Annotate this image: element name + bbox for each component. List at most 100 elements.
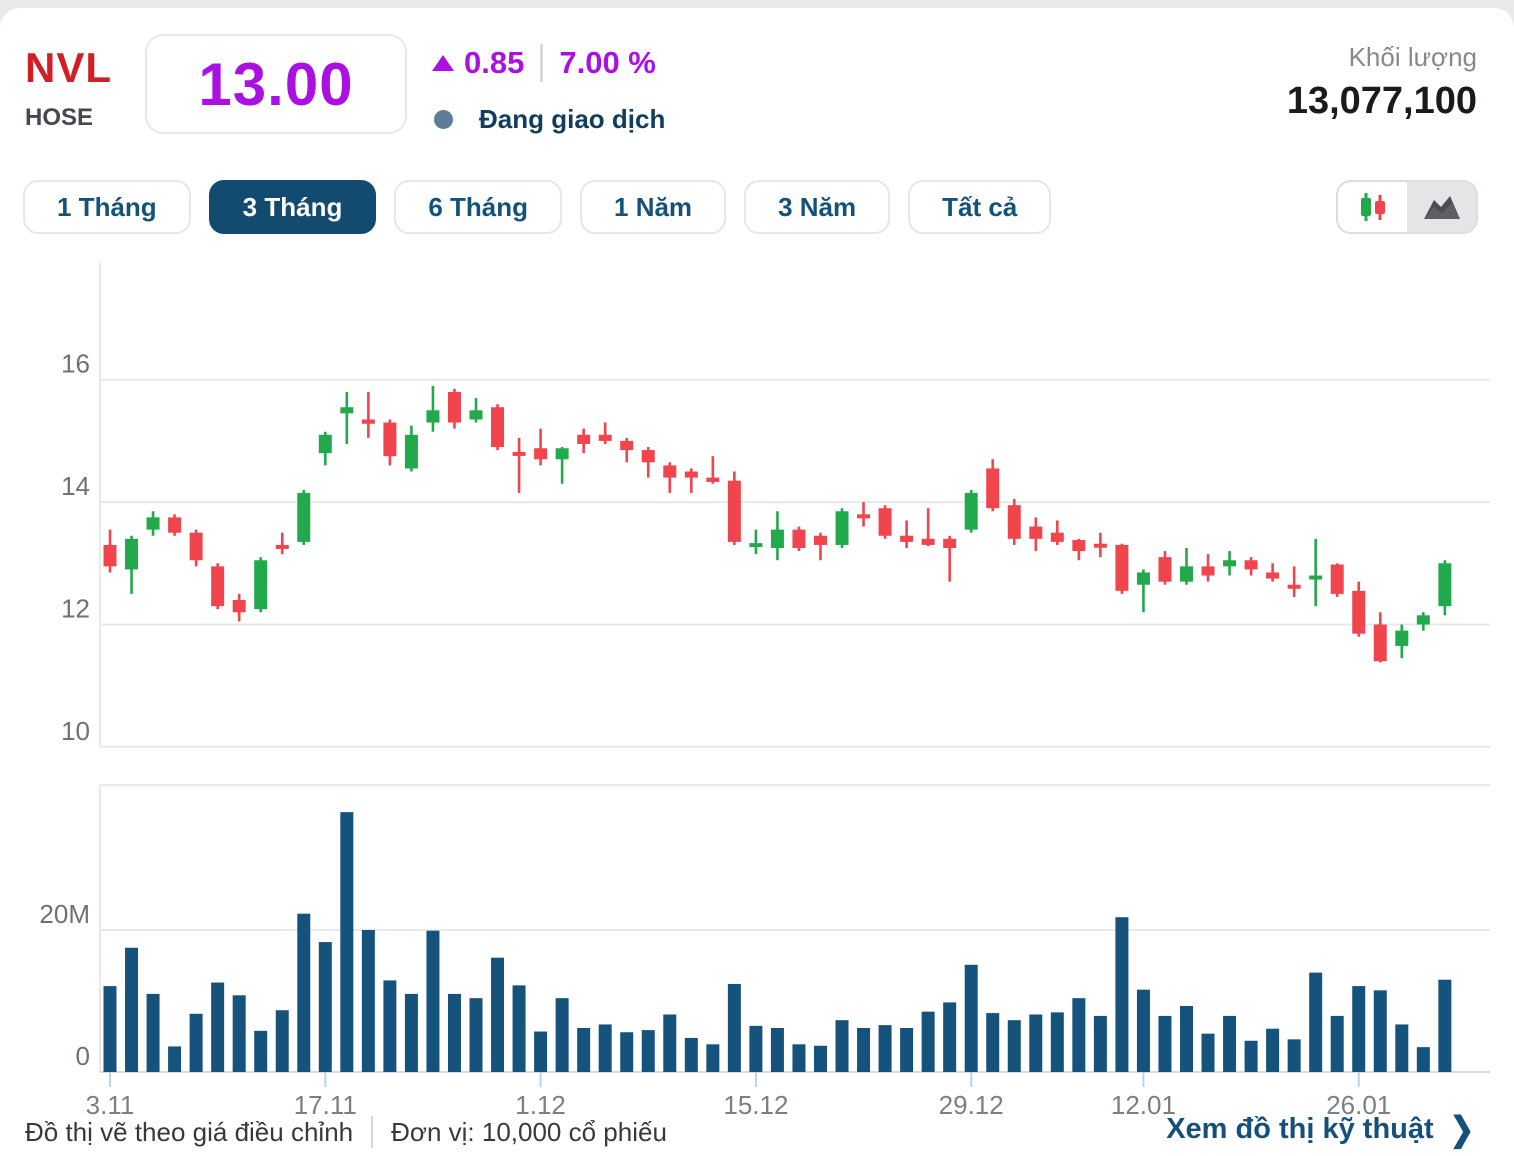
candle <box>1266 572 1280 579</box>
volume-bar <box>189 1013 203 1072</box>
volume-bar <box>1416 1047 1430 1072</box>
candle <box>1072 540 1086 552</box>
candle <box>1395 630 1409 646</box>
candle <box>1158 557 1172 582</box>
adjusted-price-note: Đồ thị vẽ theo giá điều chỉnh <box>25 1116 354 1147</box>
candle <box>146 517 160 530</box>
volume-bar <box>512 985 526 1072</box>
candle <box>168 517 182 533</box>
range-tabs: 1 Tháng 3 Tháng 6 Tháng 1 Năm 3 Năm Tất … <box>23 180 1052 234</box>
volume-bar <box>727 983 741 1072</box>
volume-bar <box>813 1045 827 1072</box>
price-change-row: 0.85 7.00 % <box>432 44 656 82</box>
svg-text:16: 16 <box>61 349 90 379</box>
candle <box>534 448 548 460</box>
volume-bar <box>986 1013 1000 1072</box>
volume-bar <box>1352 986 1366 1072</box>
candle <box>1136 572 1150 585</box>
volume-bar <box>447 993 461 1072</box>
svg-text:29.12: 29.12 <box>939 1090 1004 1120</box>
candle <box>512 451 526 456</box>
volume-bar <box>1093 1015 1107 1072</box>
volume-bar <box>792 1044 806 1072</box>
svg-text:12: 12 <box>61 594 90 624</box>
chart-type-toggle <box>1336 180 1478 234</box>
status-text: Đang giao dịch <box>479 104 666 134</box>
candle <box>1438 563 1452 607</box>
area-chart-button[interactable] <box>1407 182 1476 232</box>
svg-text:3.11: 3.11 <box>86 1090 135 1120</box>
status-dot-icon <box>434 110 453 129</box>
volume-bar <box>663 1014 677 1072</box>
technical-chart-link-label: Xem đồ thị kỹ thuật <box>1166 1113 1434 1145</box>
candle <box>361 419 375 424</box>
volume-label: Khối lượng <box>1348 42 1477 72</box>
candle <box>103 544 117 567</box>
divider <box>371 1116 374 1148</box>
candles-group <box>103 385 1452 663</box>
volume-bar <box>1266 1028 1280 1072</box>
volume-bar <box>426 930 440 1072</box>
candle <box>964 492 978 530</box>
up-triangle-icon <box>432 55 454 71</box>
volume-bar <box>706 1044 720 1072</box>
ticker-symbol: NVL <box>25 44 112 91</box>
volume-bar <box>125 947 139 1072</box>
candle <box>340 407 354 414</box>
candle <box>921 538 935 545</box>
volume-bars-group <box>103 812 1452 1072</box>
volume-bar <box>964 964 978 1072</box>
exchange-label: HOSE <box>25 104 94 131</box>
card: NVL HOSE 13.00 0.85 7.00 % Đang giao dịc… <box>0 8 1514 1156</box>
candle <box>684 471 698 478</box>
volume-bar <box>598 1024 612 1072</box>
tab-3-years[interactable]: 3 Năm <box>744 180 891 234</box>
candle <box>813 535 827 545</box>
volume-bar <box>577 1027 591 1072</box>
technical-chart-link[interactable]: Xem đồ thị kỹ thuật ❯ <box>1166 1111 1474 1149</box>
candle <box>254 560 268 610</box>
volume-bar <box>749 1025 763 1072</box>
tab-1-month[interactable]: 1 Tháng <box>23 180 191 234</box>
volume-bar <box>900 1027 914 1072</box>
volume-bar <box>297 913 311 1072</box>
candle <box>1115 544 1129 591</box>
chevron-right-icon: ❯ <box>1449 1111 1474 1149</box>
volume-bar <box>770 1027 784 1072</box>
candle <box>878 508 892 536</box>
candlestick-icon <box>1360 193 1385 221</box>
svg-text:12.01: 12.01 <box>1111 1090 1176 1120</box>
volume-bar <box>1115 917 1129 1072</box>
candle <box>555 448 569 460</box>
candle <box>706 477 720 482</box>
volume-bar <box>1373 990 1387 1072</box>
candle <box>641 450 655 463</box>
volume-bar <box>1287 1039 1301 1072</box>
candle <box>749 543 763 548</box>
candle <box>857 514 871 519</box>
footer-notes: Đồ thị vẽ theo giá điều chỉnh Đơn vị: 10… <box>25 1116 667 1148</box>
candle <box>1007 505 1021 539</box>
candle <box>297 492 311 542</box>
volume-bar <box>103 986 117 1072</box>
candle <box>1416 615 1430 625</box>
trading-status: Đang giao dịch <box>434 104 665 135</box>
candle <box>232 600 246 613</box>
volume-bar <box>1201 1033 1215 1072</box>
tab-6-months[interactable]: 6 Tháng <box>394 180 563 234</box>
svg-text:10: 10 <box>61 716 90 746</box>
volume-bar <box>491 957 505 1072</box>
tab-1-year[interactable]: 1 Năm <box>580 180 727 234</box>
volume-bar <box>318 942 332 1072</box>
candle <box>125 538 139 570</box>
tab-3-months[interactable]: 3 Tháng <box>208 180 377 234</box>
volume-bar <box>878 1025 892 1072</box>
volume-bar <box>340 812 354 1072</box>
candle <box>1309 575 1323 580</box>
volume-bar <box>211 982 225 1072</box>
tab-all[interactable]: Tất cả <box>908 180 1052 234</box>
candle <box>943 538 957 548</box>
volume-bar <box>232 995 246 1072</box>
candlestick-chart-button[interactable] <box>1338 182 1407 232</box>
volume-bar <box>1072 998 1086 1072</box>
